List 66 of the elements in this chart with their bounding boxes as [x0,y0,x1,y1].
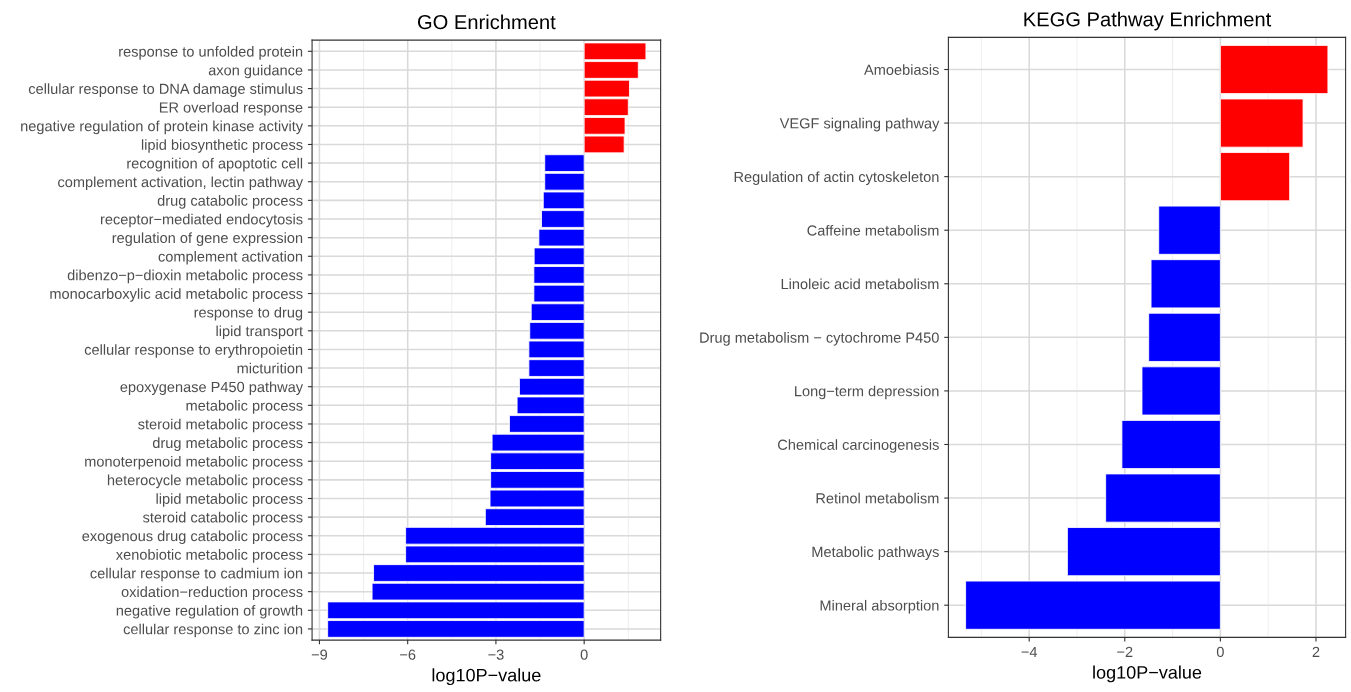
bar [1148,312,1221,362]
x-tick-label: −3 [488,649,504,660]
y-tick-label: epoxygenase P450 pathway [120,381,304,396]
y-tick-label: response to drug [194,306,303,321]
x-axis-title: log10P−value [432,668,541,686]
x-tick-label: −9 [311,649,328,660]
y-tick-label: Drug metabolism − cytochrome P450 [700,332,939,346]
y-tick-label: ER overload response [159,101,303,116]
y-tick-label: micturition [237,362,303,374]
x-tick-label: 2 [1312,646,1320,657]
y-tick-label: VEGF signaling pathway [779,117,940,132]
y-tick-label: Linoleic acid metabolism [781,278,939,290]
y-tick-label: Long−term depression [795,385,939,400]
y-tick-label: exogenous drug catabolic process [82,530,303,545]
y-tick-label: lipid metabolic process [156,493,303,507]
y-tick-label: lipid transport [216,325,303,340]
x-tick-label: −4 [1021,646,1038,657]
chart-title: GO Enrichment [417,14,556,30]
y-tick-label: complement activation, lectin pathway [58,176,304,191]
x-tick-label: −6 [400,649,416,660]
y-tick-label: Regulation of actin cytoskeleton [734,171,939,185]
y-tick-label: receptor−mediated endocytosis [100,213,303,228]
y-tick-label: Metabolic pathways [812,546,939,560]
x-axis-title: log10P−value [1093,665,1202,683]
bar [1219,44,1329,95]
y-tick-label: dibenzo−p−dioxin metabolic process [67,269,303,284]
bar [1158,205,1221,255]
bar [1121,419,1221,470]
bar [1141,366,1221,416]
bar [965,580,1221,630]
y-tick-label: drug catabolic process [157,195,303,209]
y-tick-label: metabolic process [186,400,303,414]
y-tick-label: Amoebiasis [864,64,939,75]
y-tick-label: Mineral absorption [820,599,939,614]
y-tick-label: cellular response to erythropoietin [84,344,303,358]
bar [1105,473,1221,523]
y-tick-label: Caffeine metabolism [807,224,939,236]
y-tick-label: response to unfolded protein [119,46,303,60]
y-tick-label: lipid biosynthetic process [141,139,303,153]
bar [1067,527,1221,577]
y-tick-label: negative regulation of growth [116,605,303,619]
bar [1219,152,1291,202]
y-tick-label: monocarboxylic acid metabolic process [50,288,303,302]
y-tick-label: cellular response to DNA damage stimulus [28,83,303,97]
y-tick-label: cellular response to zinc ion [123,623,303,638]
y-tick-label: cellular response to cadmium ion [90,567,303,582]
y-tick-label: axon guidance [208,64,303,79]
y-tick-label: monoterpenoid metabolic process [85,455,303,470]
chart-title: KEGG Pathway Enrichment [1024,11,1272,31]
x-tick-label: 0 [1216,646,1224,658]
bar [1219,98,1304,148]
y-tick-label: Chemical carcinogenesis [778,439,939,453]
y-tick-label: oxidation−reduction process [121,586,303,600]
y-tick-label: negative regulation of protein kinase activity [21,120,304,135]
y-tick-label: regulation of gene expression [112,232,303,246]
x-tick-label: −2 [1117,646,1133,657]
y-tick-label: recognition of apoptotic cell [127,157,303,172]
y-tick-label: steroid catabolic process [142,511,303,526]
y-tick-label: Retinol metabolism [816,492,939,504]
bar [1150,259,1221,309]
y-tick-label: steroid metabolic process [138,418,303,433]
y-tick-label: complement activation [158,250,303,265]
x-tick-label: 0 [580,649,588,660]
y-tick-label: xenobiotic metabolic process [115,549,303,563]
y-tick-label: drug metabolic process [152,437,303,451]
y-tick-label: heterocycle metabolic process [107,474,303,489]
